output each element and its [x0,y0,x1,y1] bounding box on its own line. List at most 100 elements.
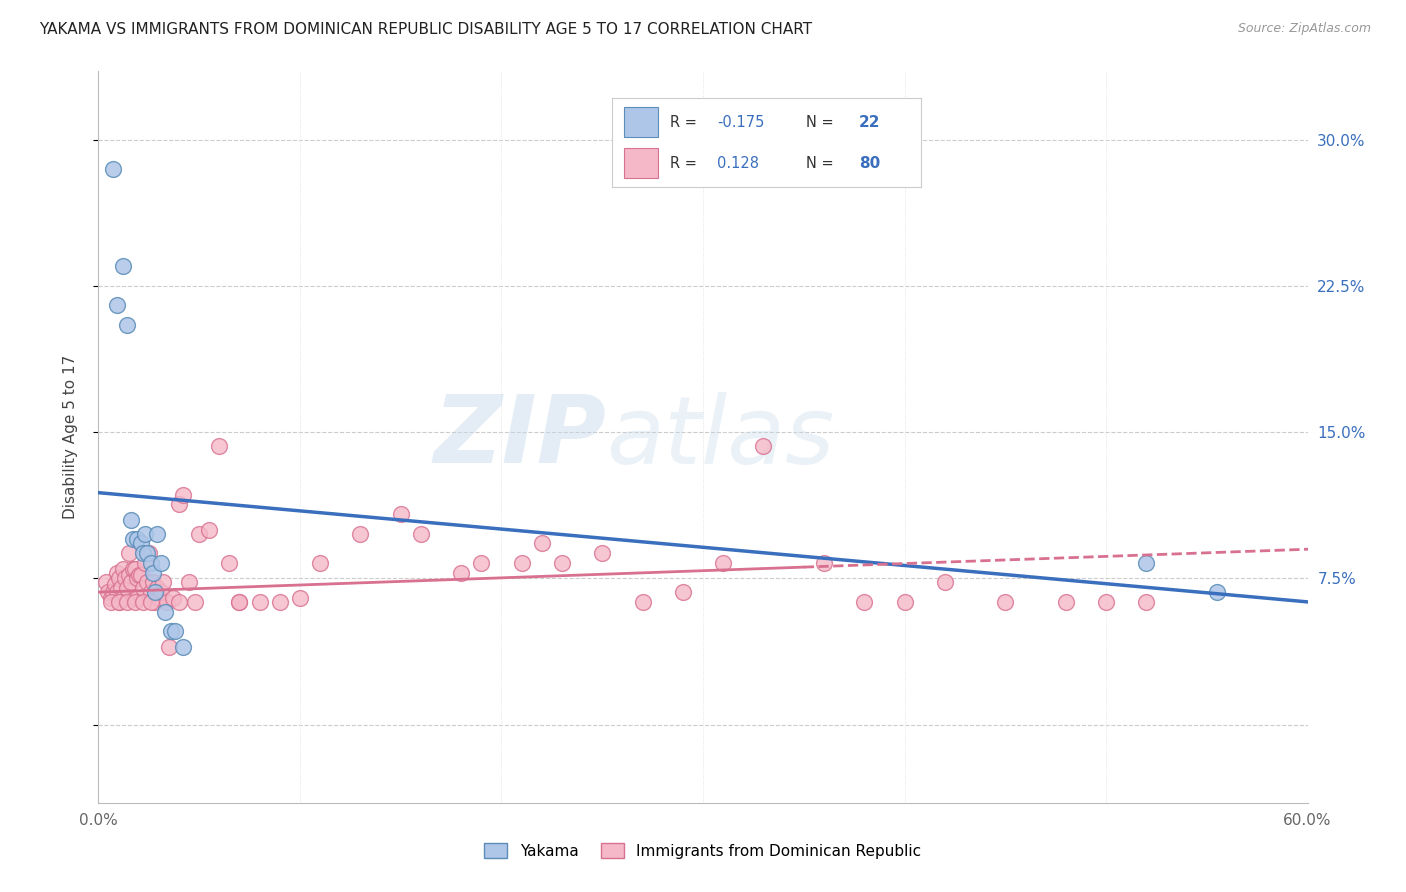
Y-axis label: Disability Age 5 to 17: Disability Age 5 to 17 [63,355,77,519]
Point [129,567,152,582]
Text: 80: 80 [859,156,880,170]
Point [149,585,172,599]
Point [107,595,129,609]
Text: 22: 22 [859,115,880,129]
Point [138,546,160,560]
Point [198,523,221,537]
Text: N =: N = [807,115,839,129]
Point [672,585,695,599]
Point [389,507,412,521]
Point [813,556,835,570]
Point [450,566,472,580]
Point [179,575,201,590]
Point [148,591,170,605]
Point [111,591,134,605]
Point [115,581,138,595]
Point [156,595,179,609]
Point [135,546,157,560]
Point [143,585,166,599]
Point [132,581,155,595]
Point [110,581,132,595]
Point [146,581,169,595]
Point [132,595,155,609]
Point [115,318,138,332]
Point [149,556,172,570]
Text: Source: ZipAtlas.com: Source: ZipAtlas.com [1237,22,1371,36]
Point [994,595,1017,609]
Point [208,439,231,453]
Point [1206,585,1229,599]
Point [101,585,124,599]
Point [103,577,125,591]
Text: YAKAMA VS IMMIGRANTS FROM DOMINICAN REPUBLIC DISABILITY AGE 5 TO 17 CORRELATION : YAKAMA VS IMMIGRANTS FROM DOMINICAN REPU… [39,22,813,37]
Point [893,595,915,609]
Point [107,572,129,586]
Point [142,575,165,590]
Text: -0.175: -0.175 [717,115,763,129]
Point [934,575,956,590]
Point [139,556,162,570]
Point [105,566,128,580]
Point [160,624,183,639]
Point [218,556,240,570]
Text: R =: R = [671,115,702,129]
Point [124,591,146,605]
Point [157,640,180,654]
Point [105,585,128,599]
Point [107,595,129,609]
Point [105,298,128,312]
Point [118,546,141,560]
Legend: Yakama, Immigrants from Dominican Republic: Yakama, Immigrants from Dominican Republ… [478,837,928,864]
Point [128,567,150,582]
Point [125,591,148,605]
Point [288,591,311,605]
Point [135,575,157,590]
Point [172,488,194,502]
Point [228,595,250,609]
Point [530,536,553,550]
Point [120,575,142,590]
Point [172,640,194,654]
Point [132,546,155,560]
Point [96,575,118,590]
Text: N =: N = [807,156,839,170]
Bar [624,107,658,137]
Point [111,260,134,274]
Point [510,556,533,570]
Point [100,595,122,609]
Point [228,595,250,609]
Point [1135,556,1157,570]
Point [1054,595,1077,609]
Point [1095,595,1118,609]
Point [269,595,291,609]
Point [591,546,613,560]
Point [97,585,120,599]
Point [1135,595,1157,609]
Point [125,572,148,586]
Point [111,562,134,576]
Point [184,595,207,609]
Point [162,591,184,605]
Point [139,595,162,609]
Text: 0.128: 0.128 [717,156,759,170]
Point [134,556,156,570]
Point [470,556,492,570]
Text: R =: R = [671,156,702,170]
Point [142,566,165,580]
Point [143,595,166,609]
Point [167,497,190,511]
Point [551,556,574,570]
Point [711,556,734,570]
Point [152,575,174,590]
Point [409,526,432,541]
Bar [624,148,658,178]
Point [146,526,169,541]
Point [121,533,143,547]
Point [101,161,124,176]
Text: atlas: atlas [606,392,835,483]
Point [631,595,654,609]
Point [124,562,146,576]
Point [153,605,176,619]
Text: ZIP: ZIP [433,391,606,483]
Point [167,595,190,609]
